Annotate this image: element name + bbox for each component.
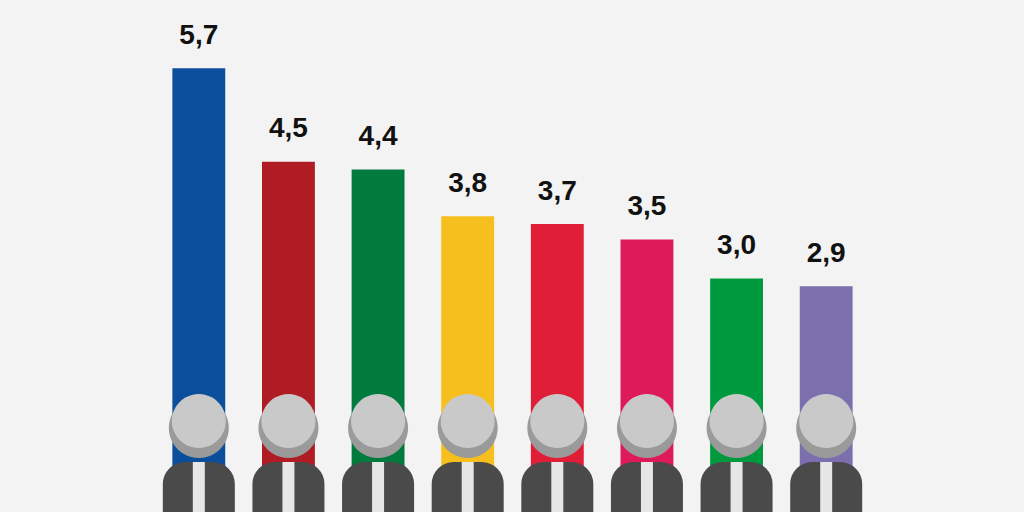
svg-text:2,9: 2,9	[807, 237, 846, 268]
svg-text:3,0: 3,0	[717, 229, 756, 260]
svg-text:3,5: 3,5	[627, 190, 666, 221]
svg-text:5,7: 5,7	[179, 19, 218, 50]
svg-text:3,8: 3,8	[448, 167, 487, 198]
svg-text:4,4: 4,4	[359, 120, 398, 151]
svg-text:4,5: 4,5	[269, 112, 308, 143]
svg-text:3,7: 3,7	[538, 175, 577, 206]
